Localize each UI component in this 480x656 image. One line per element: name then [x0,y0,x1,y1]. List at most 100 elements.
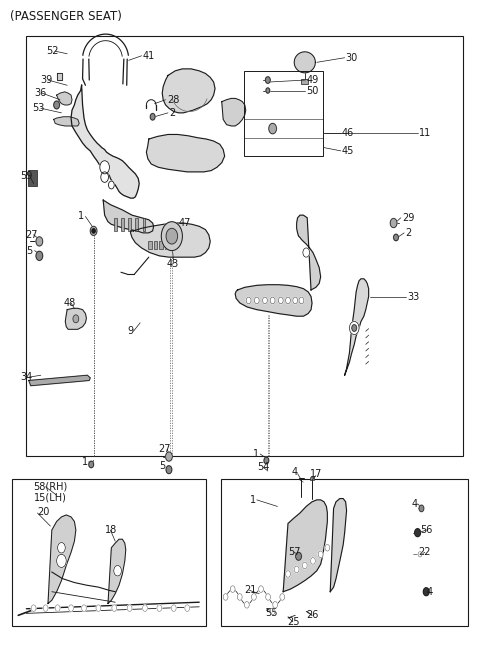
Text: 57: 57 [288,547,300,558]
Polygon shape [146,134,225,172]
Polygon shape [29,375,90,386]
Circle shape [325,544,330,551]
Circle shape [92,229,95,233]
Bar [114,218,117,231]
Circle shape [352,325,357,331]
Circle shape [43,605,48,611]
Circle shape [90,226,97,236]
Circle shape [100,161,109,174]
Circle shape [58,543,65,553]
Text: 52: 52 [47,46,59,56]
Bar [143,218,145,231]
Circle shape [394,234,398,241]
Polygon shape [131,223,210,257]
Text: 4: 4 [412,499,418,509]
Text: 59: 59 [20,171,33,181]
Text: 48: 48 [63,298,76,308]
Circle shape [223,594,228,600]
Text: 9: 9 [127,326,133,337]
Bar [159,241,163,249]
Circle shape [318,551,323,558]
Circle shape [166,228,178,244]
Circle shape [278,297,283,304]
Text: 11: 11 [419,127,431,138]
Polygon shape [162,69,215,113]
Text: 2: 2 [169,108,175,118]
Circle shape [230,586,235,592]
Text: 54: 54 [257,462,269,472]
Circle shape [269,123,276,134]
Text: 21: 21 [244,585,256,596]
Bar [128,218,131,231]
Polygon shape [345,279,369,375]
Text: 20: 20 [37,506,50,517]
Polygon shape [108,539,126,604]
Text: 43: 43 [167,258,180,269]
Text: 34: 34 [20,372,33,382]
Polygon shape [294,52,315,73]
Circle shape [237,594,242,600]
Circle shape [266,88,270,93]
Text: 33: 33 [407,291,420,302]
Text: (PASSENGER SEAT): (PASSENGER SEAT) [10,10,121,23]
Circle shape [280,594,285,600]
Circle shape [127,605,132,611]
Circle shape [264,457,269,464]
Text: 47: 47 [179,218,191,228]
Polygon shape [57,92,72,105]
Text: 25: 25 [287,617,300,627]
Circle shape [96,605,101,611]
Bar [301,79,308,84]
Circle shape [311,558,315,564]
Circle shape [415,529,420,537]
Circle shape [299,297,304,304]
Circle shape [89,461,94,468]
Text: 27: 27 [158,444,171,455]
Circle shape [303,248,310,257]
Bar [154,241,157,249]
Circle shape [31,605,36,611]
Circle shape [166,466,172,474]
Text: 46: 46 [342,127,354,138]
Circle shape [143,605,147,611]
Circle shape [108,181,114,189]
Polygon shape [222,98,246,126]
Circle shape [54,101,60,109]
Circle shape [252,594,256,600]
Text: 29: 29 [402,213,415,223]
Circle shape [244,602,249,608]
Text: 58(RH): 58(RH) [34,482,68,492]
Polygon shape [235,285,312,316]
Circle shape [259,586,264,592]
Text: 4: 4 [292,467,298,478]
Text: 2: 2 [406,228,412,238]
Circle shape [112,605,117,611]
Bar [121,218,124,231]
Circle shape [36,237,43,246]
Text: 30: 30 [346,52,358,63]
Circle shape [55,605,60,611]
Text: 1: 1 [82,457,88,467]
Circle shape [82,605,86,611]
Text: 56: 56 [420,525,432,535]
Bar [28,170,37,186]
Text: 1: 1 [250,495,256,505]
Text: 5: 5 [159,461,166,471]
Circle shape [265,77,270,83]
Circle shape [161,222,182,251]
Polygon shape [103,200,154,233]
Bar [26,36,463,456]
Circle shape [36,251,43,260]
Text: 1: 1 [253,449,260,459]
Circle shape [418,552,422,557]
Text: 5: 5 [26,245,33,256]
Circle shape [254,297,259,304]
Text: 22: 22 [419,547,431,558]
Text: 49: 49 [306,75,319,85]
Circle shape [57,554,66,567]
Circle shape [423,588,429,596]
Bar [171,241,175,249]
Polygon shape [330,499,347,592]
Bar [310,477,314,480]
Bar [135,218,138,231]
